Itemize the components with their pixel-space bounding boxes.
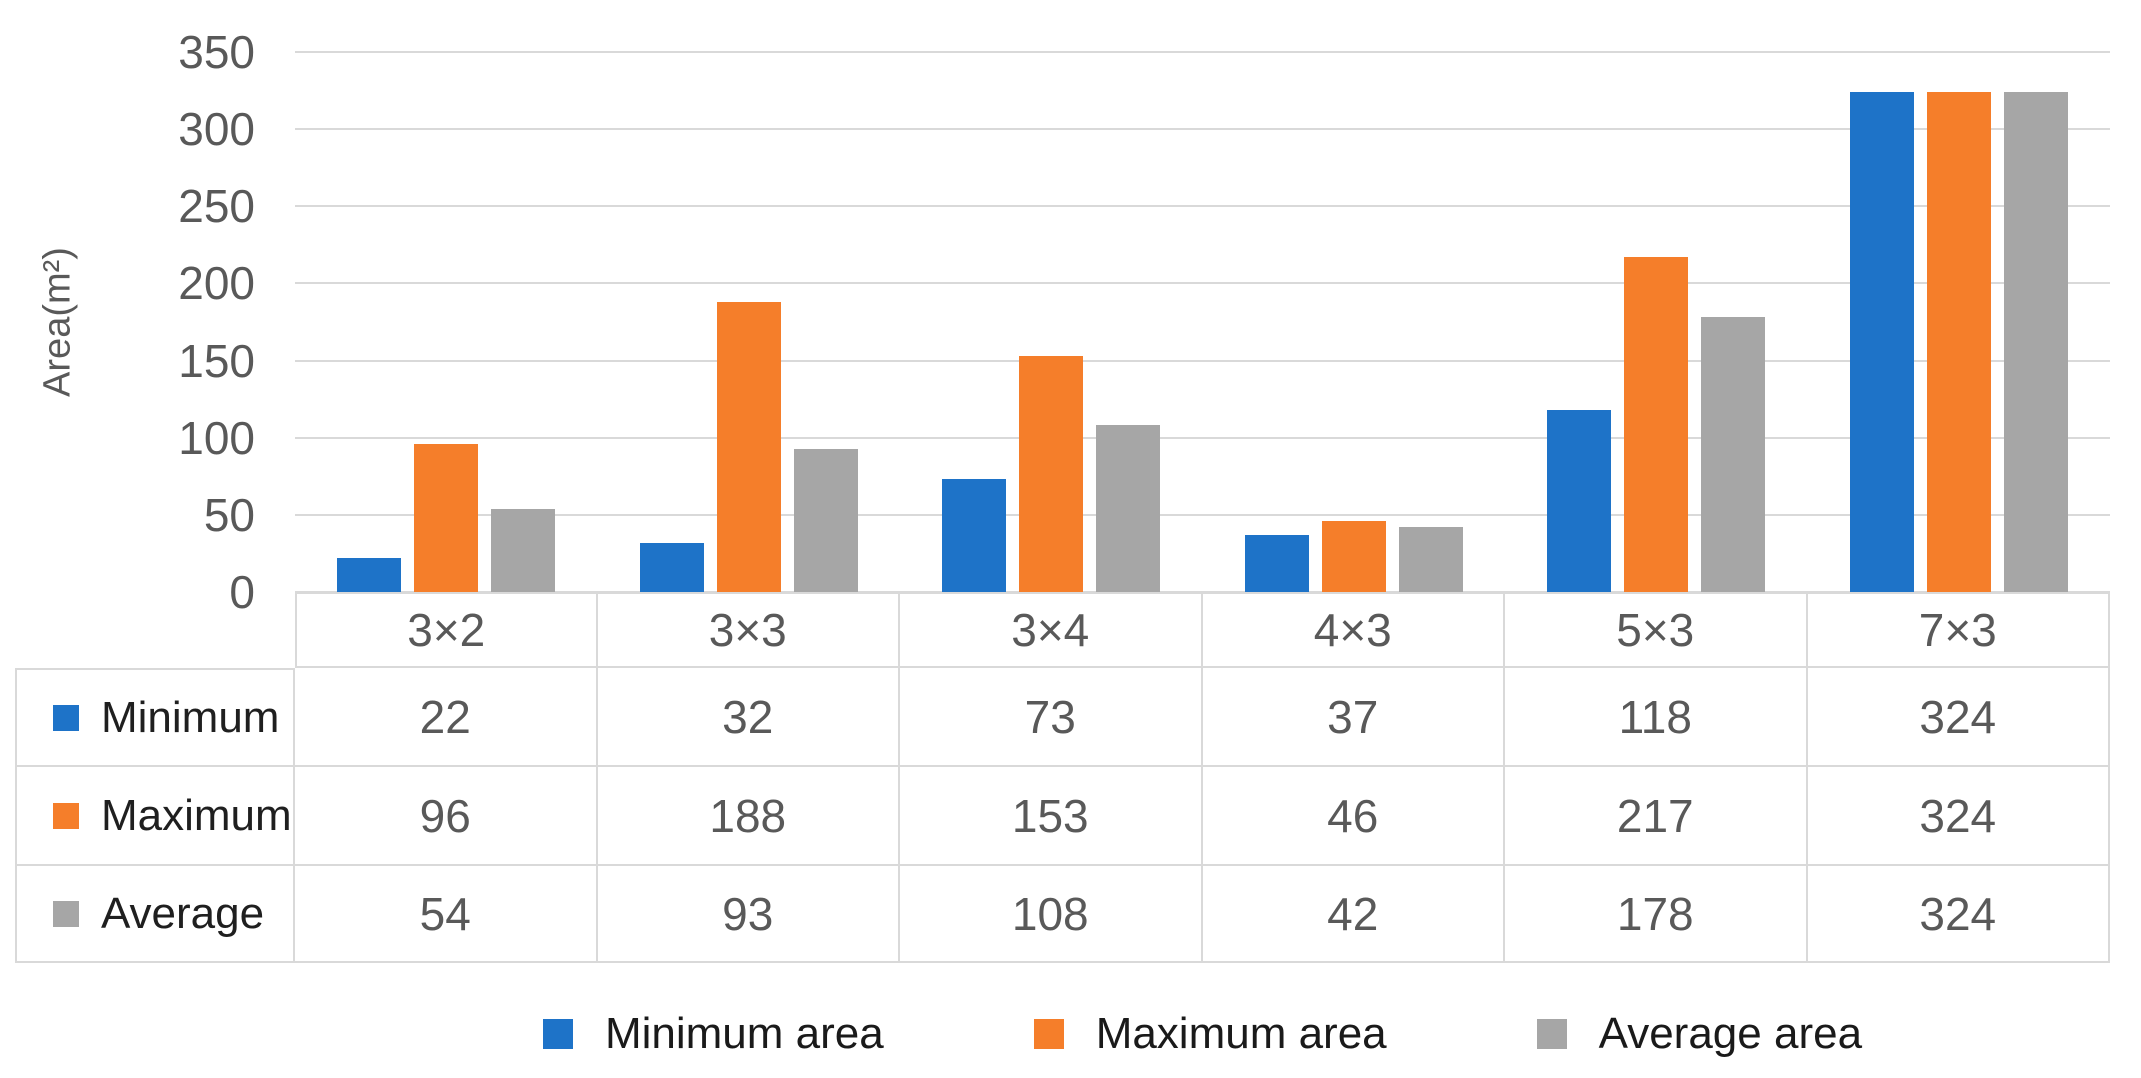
bar-group-5-3 [1505,52,1808,592]
value-average-4-3: 42 [1202,866,1505,963]
bar-minimum-5-3 [1547,409,1612,592]
table-corner-cell [15,592,295,668]
plot-area [295,51,2110,593]
value-minimum-3-3: 32 [597,668,900,767]
row-label-maximum: Maximum [15,767,295,866]
row-label-text: Minimum [101,692,280,742]
y-tick-label-150: 150 [178,334,255,387]
value-average-5-3: 178 [1505,866,1808,963]
maximum-legend-marker-icon [1033,1019,1064,1049]
value-average-7-3: 324 [1807,866,2110,963]
row-label-average: Average [15,866,295,963]
category-header-5-3: 5×3 [1505,592,1808,668]
bar-minimum-3-4 [942,479,1007,592]
value-minimum-5-3: 118 [1505,668,1808,767]
value-minimum-3-4: 73 [900,668,1203,767]
average-series-marker-icon [53,900,79,927]
bar-minimum-3-3 [639,542,704,592]
value-maximum-7-3: 324 [1807,767,2110,866]
y-tick-label-300: 300 [178,103,255,156]
gridline-100 [295,436,2110,439]
y-tick-label-200: 200 [178,257,255,310]
bar-average-5-3 [1701,317,1766,592]
bar-maximum-3-4 [1019,355,1084,592]
y-axis-tick-labels: 0 50 100 150 200 250 300 350 [45,29,255,615]
legend-label: Maximum area [1095,1009,1387,1058]
y-tick-label-100: 100 [178,411,255,464]
bar-group-4-3 [1203,52,1506,592]
legend-label: Minimum area [604,1009,884,1058]
minimum-legend-marker-icon [542,1019,573,1049]
maximum-series-marker-icon [53,802,79,829]
bar-minimum-4-3 [1244,534,1309,592]
value-maximum-3-3: 188 [597,767,900,866]
bar-group-7-3 [1808,52,2111,592]
bar-maximum-4-3 [1321,521,1386,592]
bar-groups [295,52,2110,592]
y-tick-label-250: 250 [178,180,255,233]
category-header-4-3: 4×3 [1202,592,1505,668]
gridline-350 [295,51,2110,53]
gridline-150 [295,359,2110,362]
bar-minimum-3-2 [337,558,402,592]
bar-average-3-4 [1096,425,1161,592]
y-tick-label-50: 50 [203,488,255,541]
data-table: 3×2 3×3 3×4 4×3 5×3 7×3 Minimum 22 32 73 37 118 324 M… [15,592,2110,963]
bar-minimum-7-3 [1849,92,1914,592]
bar-maximum-7-3 [1926,92,1991,592]
value-minimum-7-3: 324 [1807,668,2110,767]
legend-item-average: Average area [1536,1009,1863,1059]
category-header-3-2: 3×2 [295,592,598,668]
value-minimum-3-2: 22 [295,668,598,767]
value-average-3-3: 93 [597,866,900,963]
gridline-50 [295,513,2110,516]
bar-average-4-3 [1398,527,1463,592]
value-maximum-4-3: 46 [1202,767,1505,866]
category-header-3-4: 3×4 [900,592,1203,668]
row-label-minimum: Minimum [15,668,295,767]
gridline-200 [295,282,2110,285]
average-legend-marker-icon [1536,1019,1567,1049]
bar-group-3-3 [598,52,901,592]
legend-item-minimum: Minimum area [542,1009,884,1059]
value-maximum-3-4: 153 [900,767,1203,866]
value-average-3-2: 54 [295,866,598,963]
legend-label: Average area [1598,1009,1863,1058]
value-average-3-4: 108 [900,866,1203,963]
category-header-3-3: 3×3 [597,592,900,668]
chart-legend: Minimum area Maximum area Average area [295,998,2110,1070]
value-minimum-4-3: 37 [1202,668,1505,767]
bar-maximum-3-3 [716,301,781,592]
gridline-250 [295,205,2110,208]
bar-group-3-4 [900,52,1203,592]
bar-average-3-2 [491,508,556,592]
y-tick-label-0: 0 [229,566,255,618]
legend-item-maximum: Maximum area [1033,1009,1387,1059]
minimum-series-marker-icon [53,704,79,731]
bar-group-3-2 [295,52,598,592]
gridline-300 [295,128,2110,131]
bar-average-7-3 [2003,92,2068,592]
y-tick-label-350: 350 [178,26,255,78]
bar-average-3-3 [793,448,858,592]
bar-maximum-3-2 [414,443,479,592]
value-maximum-5-3: 217 [1505,767,1808,866]
row-label-text: Maximum [101,790,292,840]
category-header-7-3: 7×3 [1807,592,2110,668]
row-label-text: Average [101,888,265,938]
bar-maximum-5-3 [1624,257,1689,592]
value-maximum-3-2: 96 [295,767,598,866]
